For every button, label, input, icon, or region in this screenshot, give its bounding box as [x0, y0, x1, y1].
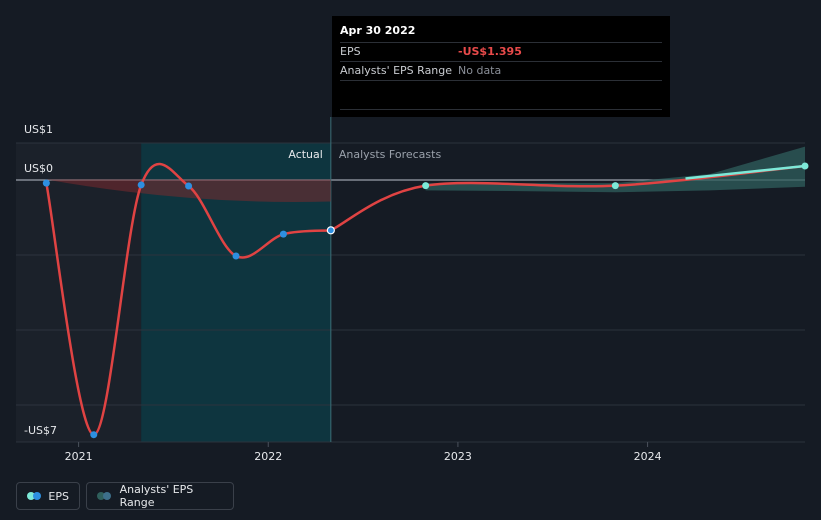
actual-label: Actual	[288, 148, 322, 161]
eps-point	[90, 431, 98, 439]
x-tick-label: 2021	[65, 450, 93, 463]
eps-legend-icon	[27, 492, 42, 500]
tooltip-row-eps: EPS -US$1.395	[340, 42, 662, 61]
eps-point	[326, 226, 335, 235]
tooltip-range-value: No data	[458, 64, 502, 77]
legend-analysts-range[interactable]: Analysts' EPS Range	[86, 482, 234, 510]
tooltip-eps-value: -US$1.395	[458, 45, 522, 58]
eps-point	[137, 181, 145, 189]
eps-forecast-point	[422, 182, 430, 190]
x-tick-label: 2024	[634, 450, 662, 463]
tooltip-eps-label: EPS	[340, 45, 361, 58]
range-legend-icon	[97, 492, 114, 500]
x-tick-label: 2023	[444, 450, 472, 463]
tooltip-date: Apr 30 2022	[340, 24, 416, 37]
eps-line-positive	[685, 164, 806, 180]
analysts-eps-range-band	[425, 146, 805, 193]
y-tick-label: US$1	[24, 123, 53, 136]
eps-point	[42, 179, 50, 187]
eps-point	[232, 252, 240, 260]
eps-forecast-point	[611, 182, 619, 190]
eps-tooltip: Apr 30 2022 EPS -US$1.395 Analysts' EPS …	[332, 16, 670, 117]
eps-point	[185, 182, 193, 190]
legend-range-label: Analysts' EPS Range	[119, 483, 194, 509]
eps-line-actual	[45, 162, 331, 436]
y-tick-label: -US$7	[24, 424, 57, 437]
x-tick-label: 2022	[254, 450, 282, 463]
forecast-label: Analysts Forecasts	[339, 148, 442, 161]
eps-point	[279, 230, 287, 238]
negative-shade	[46, 179, 331, 202]
legend-eps[interactable]: EPS	[16, 482, 80, 510]
tooltip-range-label: Analysts' EPS Range	[340, 64, 453, 77]
tooltip-row-range: Analysts' EPS Range No data	[340, 61, 662, 80]
legend-eps-label: EPS	[48, 489, 69, 503]
eps-line-forecast	[330, 164, 806, 232]
eps-forecast-point	[801, 162, 809, 170]
tooltip-spacer	[340, 80, 662, 110]
y-tick-label: US$0	[24, 162, 53, 175]
